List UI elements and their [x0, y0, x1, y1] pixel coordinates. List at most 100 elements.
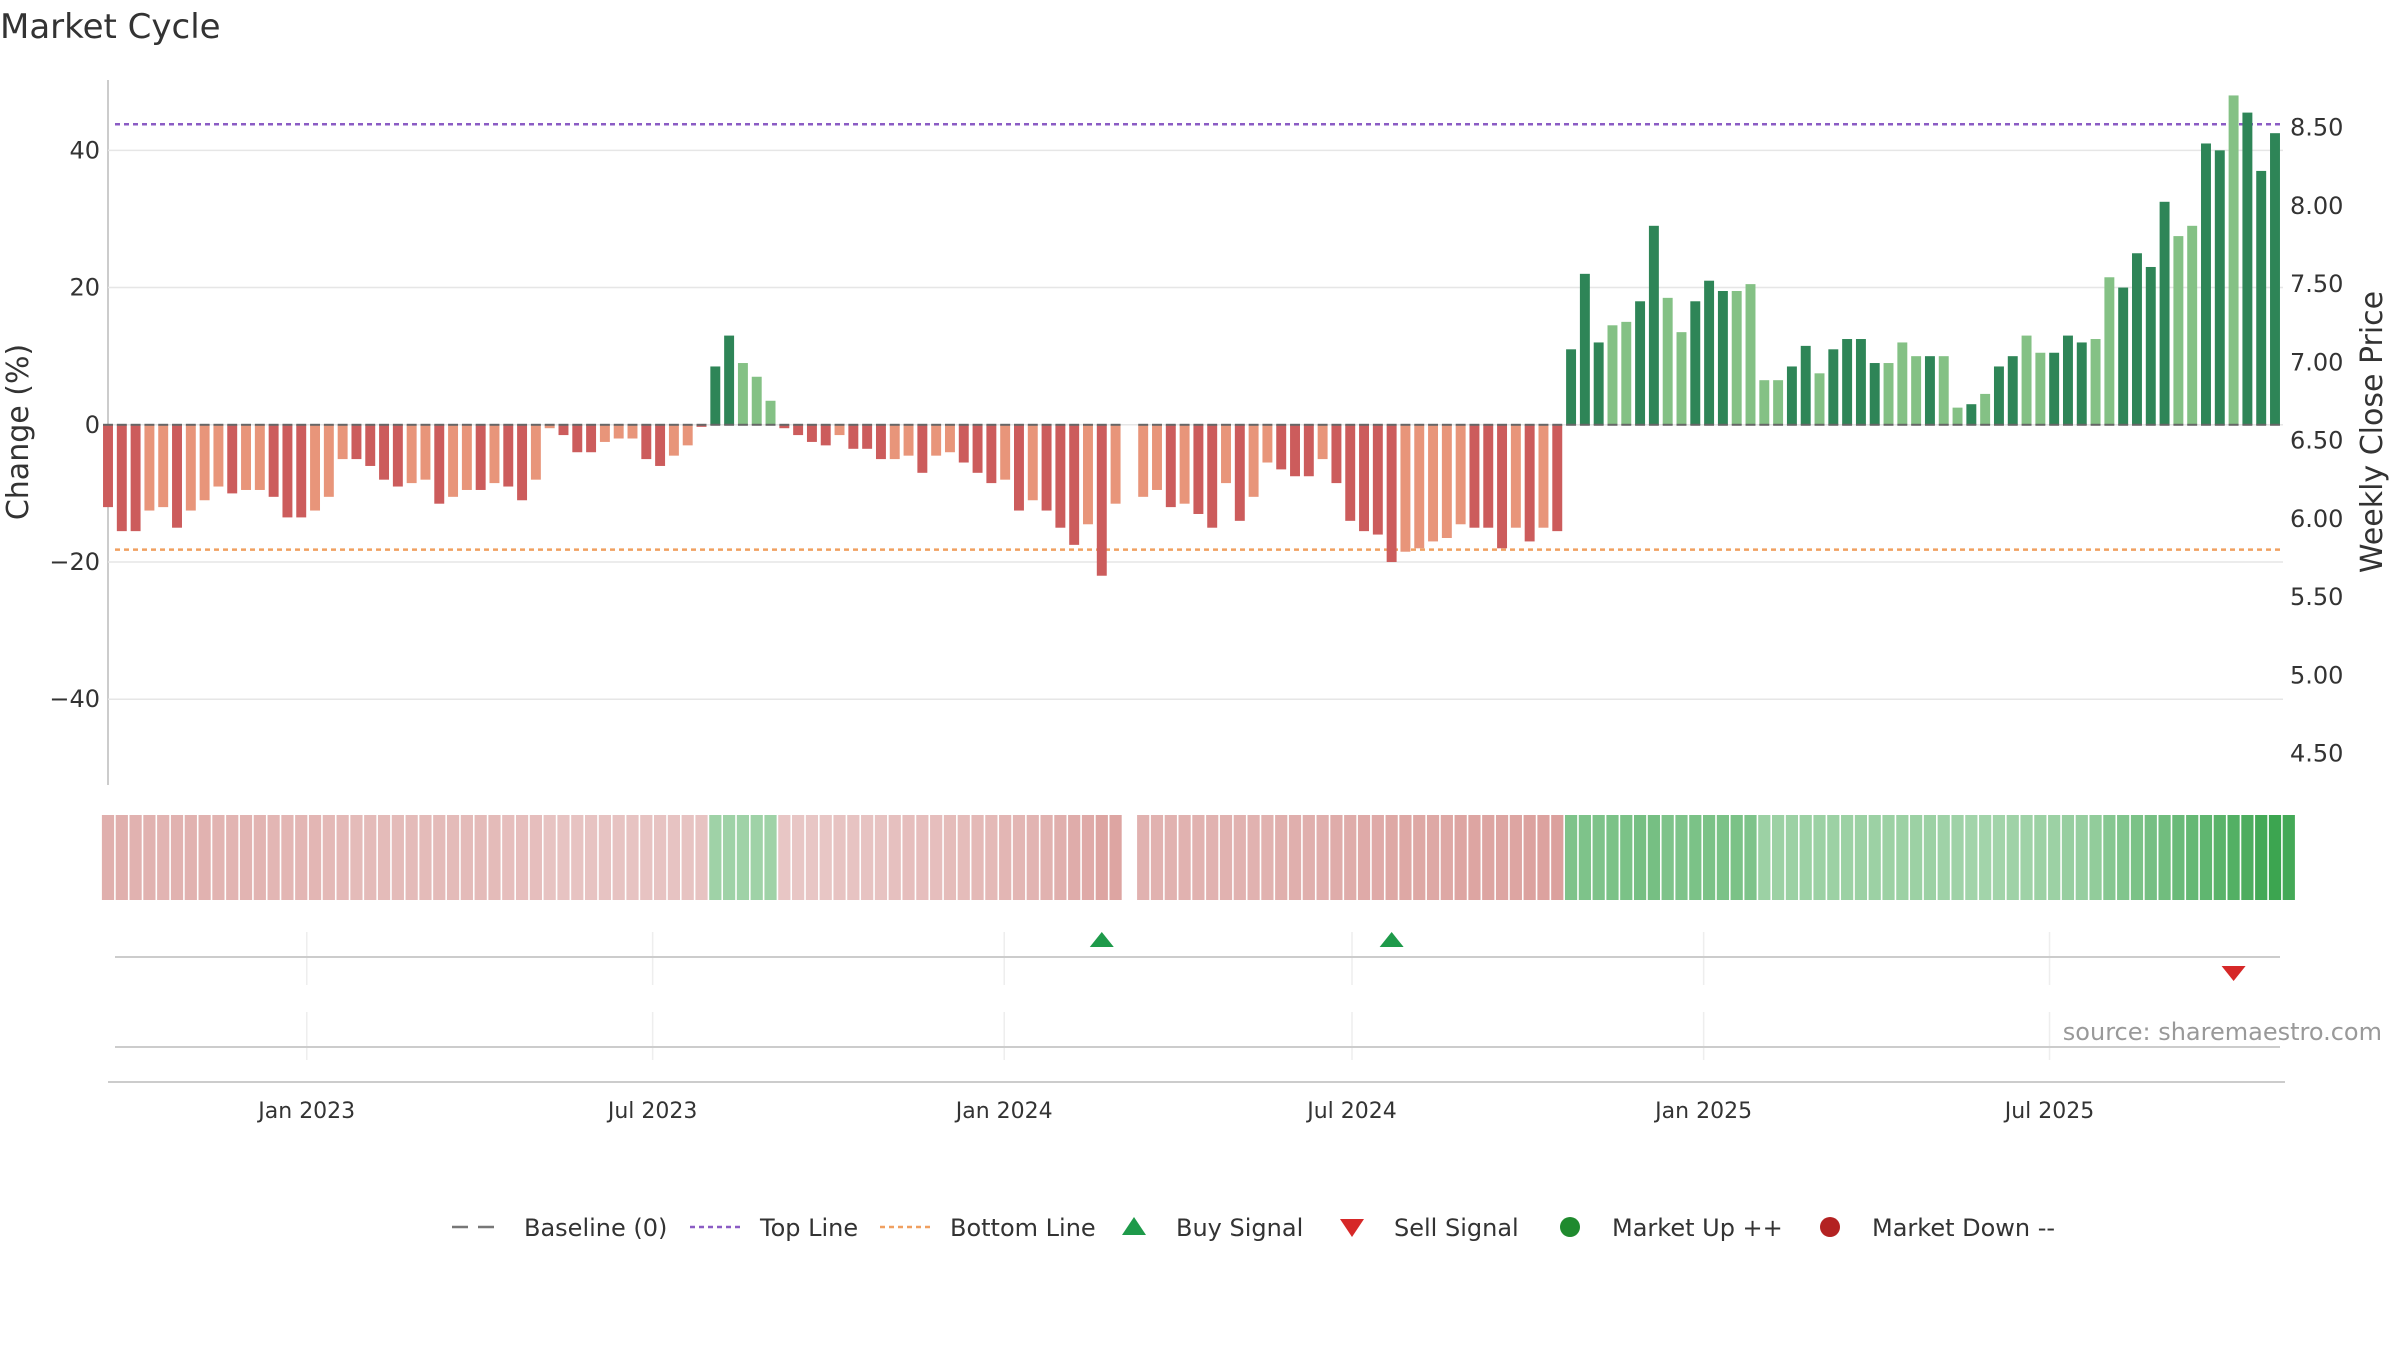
strip-cell [2130, 815, 2144, 900]
strip-cell [1854, 815, 1868, 900]
bar [434, 424, 445, 504]
bar [2242, 112, 2253, 425]
strip-cell [391, 815, 404, 900]
strip-cell [488, 815, 501, 900]
strip-cell [1523, 815, 1536, 900]
strip-cell [1178, 815, 1191, 900]
bar [1000, 424, 1011, 480]
y-right-tick-label: 6.50 [2290, 427, 2343, 455]
bar [1635, 301, 1646, 425]
bar [241, 424, 251, 490]
bar [1069, 424, 1080, 545]
bar [903, 424, 914, 456]
bar [130, 424, 141, 532]
strip-cell [1633, 815, 1647, 900]
strip-cell [2186, 815, 2199, 900]
bar [2021, 335, 2032, 425]
signal-panel [115, 932, 2280, 1060]
strip-cell [2103, 815, 2116, 900]
bar [392, 424, 403, 487]
bar [1938, 356, 1949, 425]
strip-cell [157, 815, 170, 900]
y-axis-right-title: Weekly Close Price [2355, 291, 2390, 573]
strip-cell [1730, 815, 1743, 900]
strip-cell [1882, 815, 1895, 900]
strip-cell [1150, 815, 1164, 900]
bar [2256, 170, 2267, 425]
bar [1717, 290, 1728, 425]
strip-cell [2034, 815, 2047, 900]
strip-cell [350, 815, 363, 900]
x-tick-label: Jan 2023 [256, 1099, 355, 1124]
bar [323, 424, 334, 497]
strip-cell [1537, 815, 1550, 900]
sell-signal-marker [2221, 966, 2246, 981]
bar [1842, 339, 1853, 425]
bar [1731, 290, 1742, 425]
strip-cell [1095, 815, 1108, 900]
strip-cell [654, 815, 667, 900]
bar [627, 424, 638, 439]
strip-cell [1040, 815, 1053, 900]
strip-cell [2241, 815, 2254, 900]
x-axis: Jan 2023 Jul 2023 Jan 2024 Jul 2024 Jan 2025… [108, 1081, 2285, 1124]
strip-cell [930, 815, 943, 900]
strip-cell [2158, 815, 2171, 900]
legend-sell-icon [1340, 1219, 1364, 1237]
strip-cell [957, 815, 970, 900]
bar [1179, 424, 1190, 504]
strip-cell [1247, 815, 1260, 900]
bar [1138, 424, 1149, 497]
strip-cell [1344, 815, 1357, 900]
bar [889, 424, 900, 460]
bar [862, 424, 873, 449]
bar [2035, 352, 2046, 425]
strip-cell [709, 815, 722, 900]
strip-cell [1578, 815, 1591, 900]
strip-cell [2213, 815, 2226, 900]
bar [337, 424, 348, 460]
legend-label: Market Up ++ [1612, 1214, 1783, 1242]
bar [1814, 373, 1825, 425]
bar [254, 424, 265, 490]
strip-cell [805, 815, 819, 900]
strip-cell [2048, 815, 2061, 900]
strip-cell [916, 815, 929, 900]
bar [199, 424, 210, 501]
strip-cell [1371, 815, 1384, 900]
bar [517, 424, 528, 501]
strip-cell [612, 815, 625, 900]
bar [1773, 380, 1784, 425]
y-left-tick-label: −40 [49, 685, 100, 713]
bar [1911, 356, 1922, 425]
strip-cell [1813, 815, 1826, 900]
reference-lines [115, 123, 2283, 551]
bar [668, 424, 679, 456]
bar [806, 424, 817, 442]
y-axis-left-title: Change (%) [1, 344, 36, 520]
bar [1579, 273, 1590, 425]
bar [586, 424, 597, 453]
bar [544, 424, 555, 429]
strip-cell [1206, 815, 1219, 900]
x-tick-label: Jul 2024 [1305, 1099, 1397, 1124]
strip-cell [1482, 815, 1495, 900]
bar [2007, 356, 2018, 425]
strip-cell [2089, 815, 2102, 900]
strip-cell [1827, 815, 1840, 900]
strip-cell [267, 815, 280, 900]
strip-cell [212, 815, 225, 900]
bar [1483, 424, 1494, 528]
bar [1110, 424, 1121, 504]
strip-cell [198, 815, 211, 900]
strip-cell [1661, 815, 1674, 900]
strip-cell [792, 815, 805, 900]
strip-cell [1357, 815, 1371, 900]
bar [1372, 424, 1383, 535]
bar [1207, 424, 1218, 528]
bar [1248, 424, 1259, 497]
strip-cell [723, 815, 736, 900]
bar [641, 424, 652, 460]
strip-cell [322, 815, 335, 900]
